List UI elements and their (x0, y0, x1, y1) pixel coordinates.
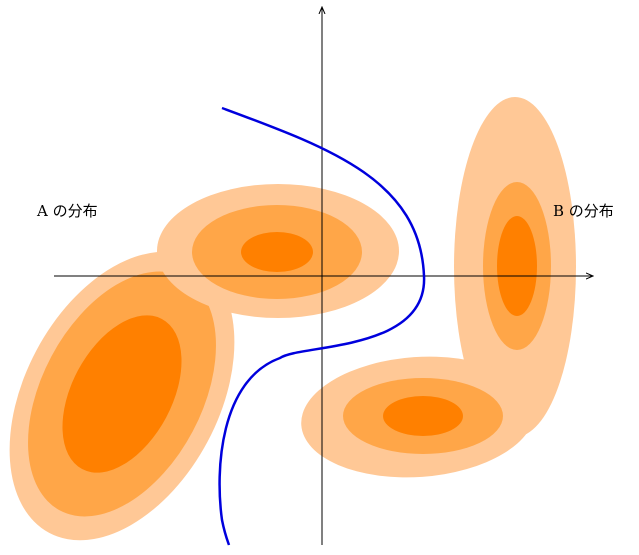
distribution-b-label: B の分布 (553, 202, 614, 220)
distribution-a-label: A の分布 (37, 202, 98, 220)
distribution-b-vertical-cluster (454, 97, 576, 437)
distribution-a-lower-cluster (9, 251, 235, 541)
distribution-b-lower-cluster (301, 356, 535, 478)
distribution-b-vertical-inner (497, 216, 537, 316)
distribution-b-lower-inner (383, 396, 463, 436)
distribution-a-upper-inner (241, 232, 313, 272)
distribution-a-upper-cluster (157, 184, 399, 318)
decision-boundary-curve (218, 106, 426, 546)
distribution-a-lower-inner (62, 315, 182, 473)
